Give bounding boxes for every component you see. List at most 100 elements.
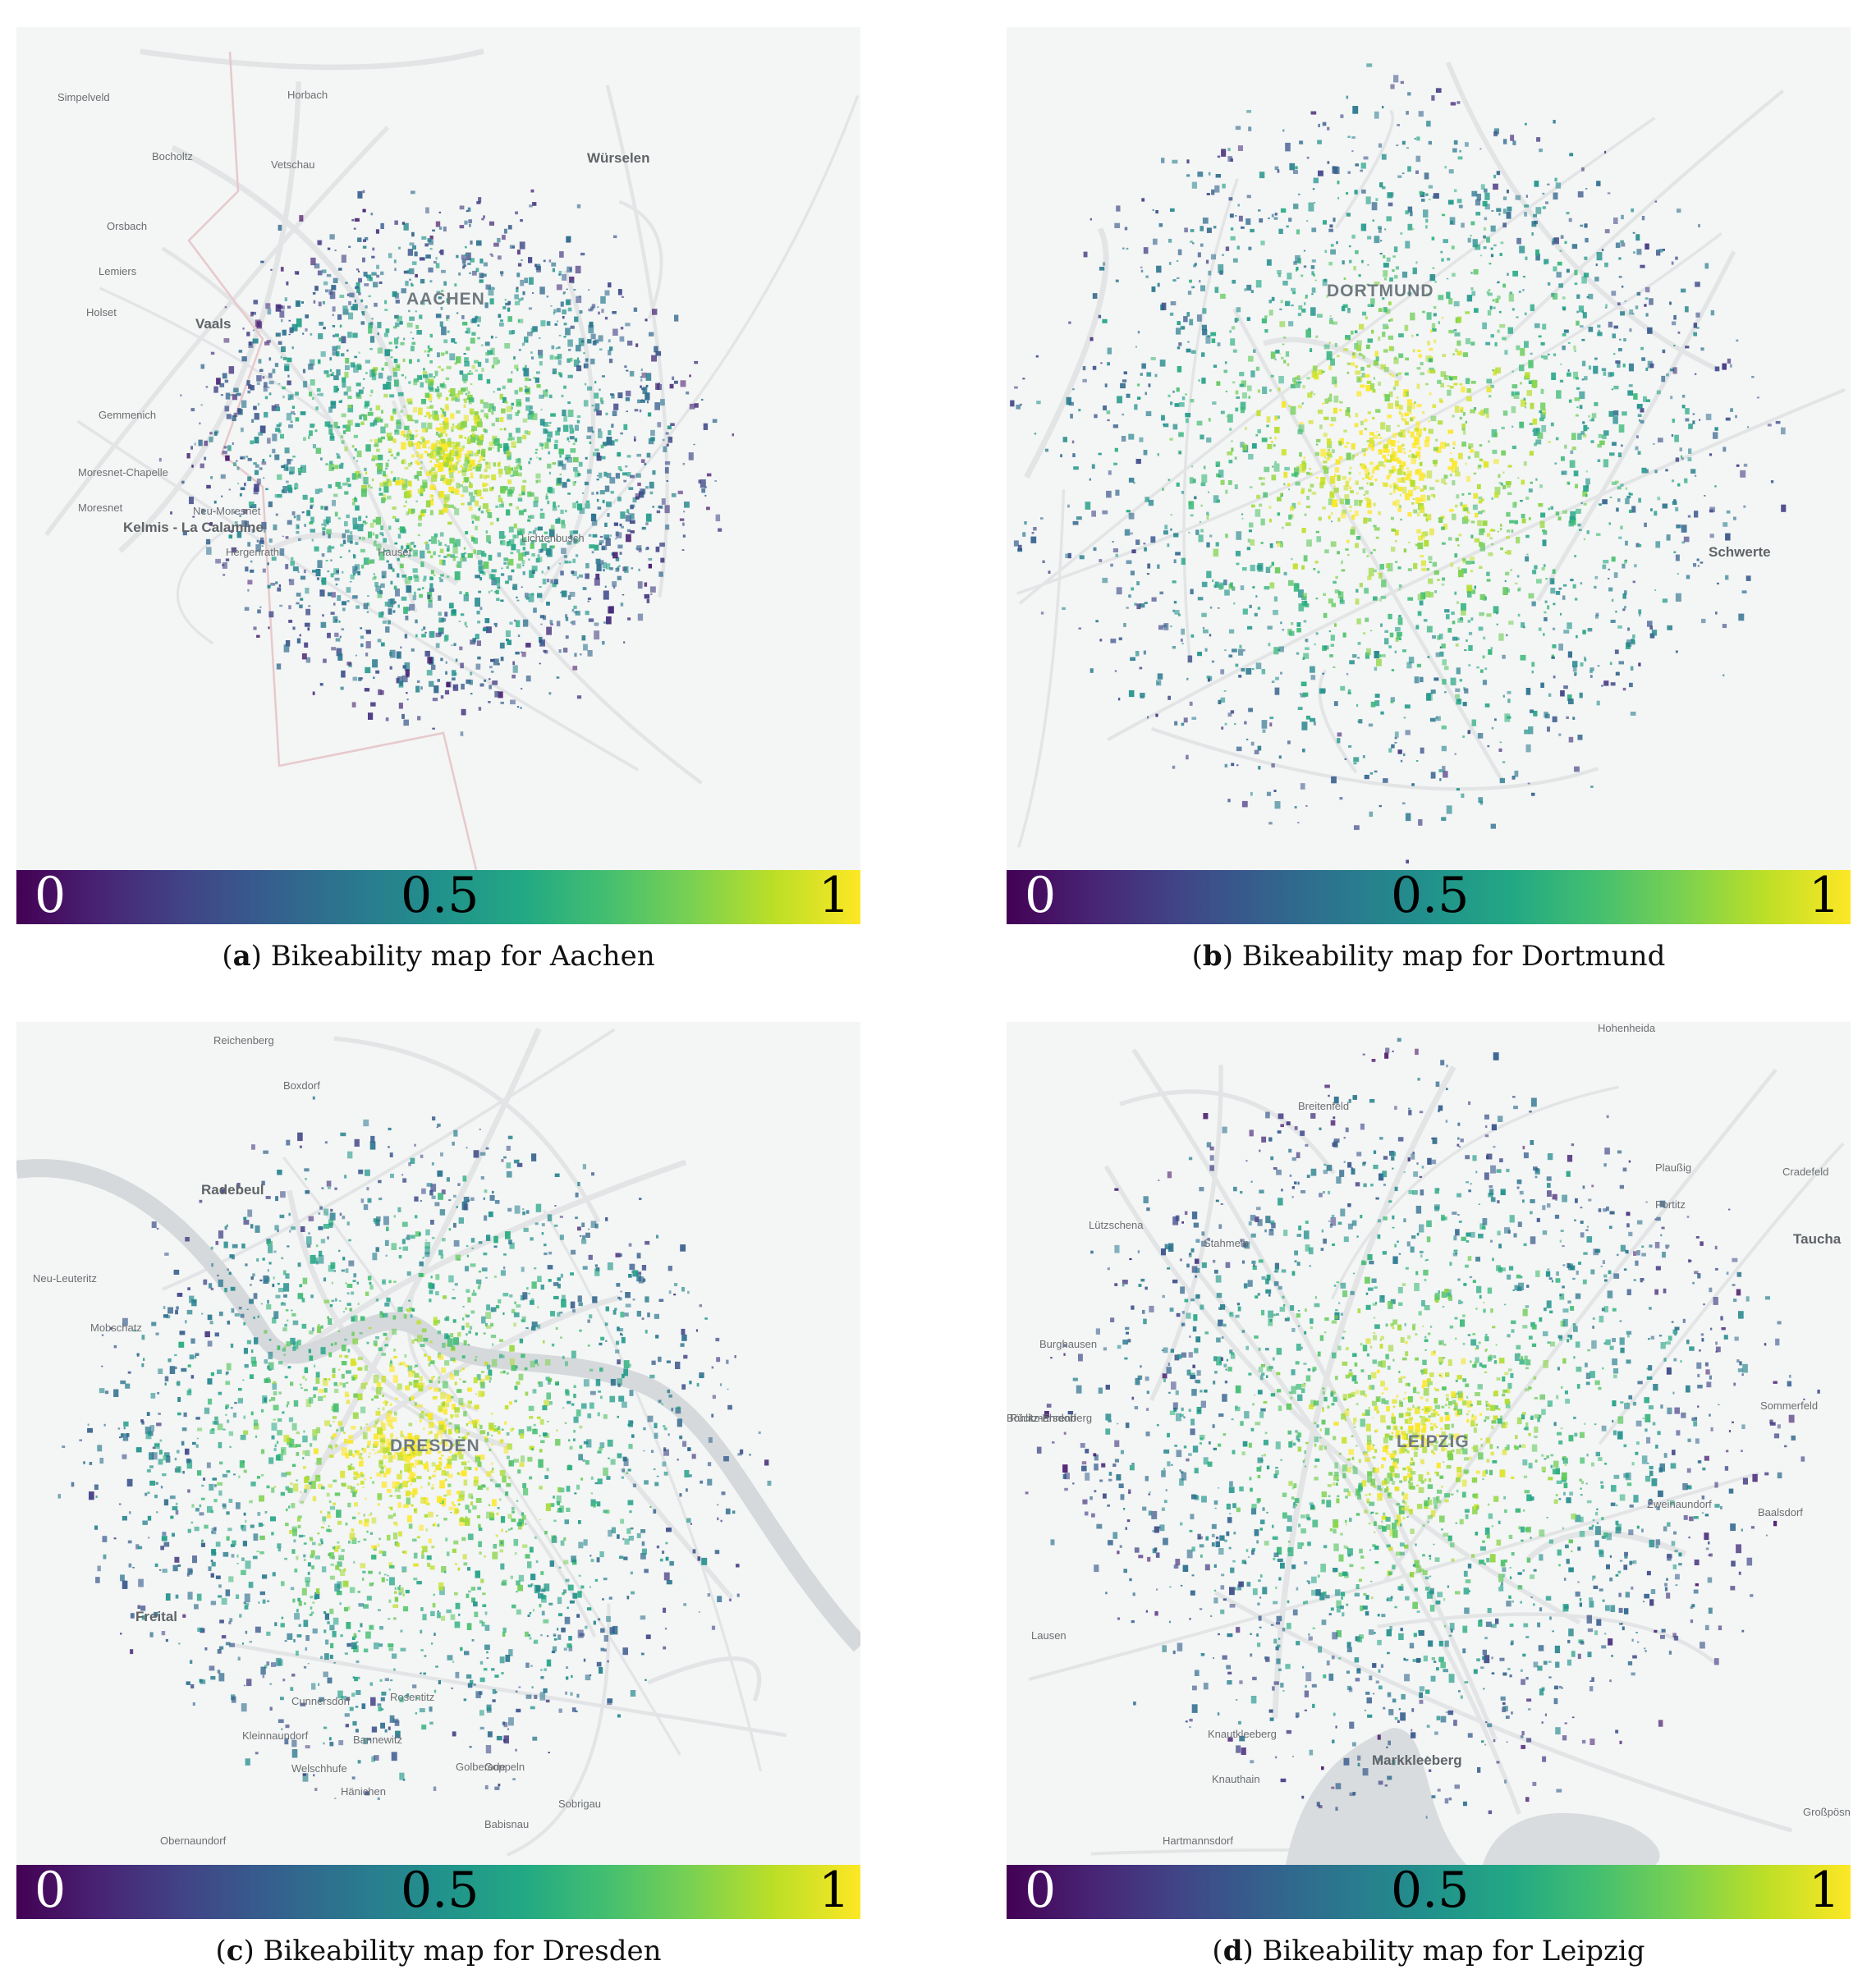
- building-cell: [409, 316, 415, 321]
- building-cell: [344, 491, 349, 495]
- building-cell: [1414, 676, 1420, 684]
- building-cell: [576, 365, 582, 372]
- building-cell: [488, 286, 494, 296]
- building-cell: [1507, 690, 1511, 694]
- building-cell: [1414, 436, 1420, 446]
- building-cell: [1491, 726, 1494, 730]
- building-cell: [553, 502, 556, 506]
- building-cell: [407, 249, 413, 256]
- building-cell: [443, 281, 447, 286]
- building-cell: [415, 619, 418, 624]
- building-cell: [1115, 279, 1119, 282]
- building-cell: [1452, 273, 1456, 277]
- building-cell: [346, 587, 351, 593]
- building-cell: [1574, 671, 1577, 676]
- building-cell: [1514, 391, 1520, 396]
- building-cell: [1231, 587, 1236, 590]
- building-cell: [312, 444, 316, 449]
- building-cell: [1304, 513, 1307, 516]
- building-cell: [461, 373, 468, 382]
- building-cell: [1223, 369, 1227, 373]
- building-cell: [489, 685, 492, 689]
- building-cell: [523, 368, 530, 377]
- building-cell: [1170, 208, 1175, 212]
- building-cell: [1385, 563, 1390, 568]
- building-cell: [1279, 353, 1282, 355]
- building-cell: [1406, 859, 1409, 863]
- building-cell: [1172, 390, 1175, 393]
- building-cell: [495, 589, 499, 594]
- building-cell: [1582, 433, 1587, 437]
- building-cell: [336, 350, 340, 357]
- building-cell: [1040, 517, 1044, 520]
- building-cell: [1620, 483, 1624, 487]
- bikeability-map-dortmund[interactable]: DORTMUND Schwerte: [1007, 27, 1851, 870]
- building-cell: [1389, 632, 1394, 638]
- building-cell: [372, 519, 376, 523]
- building-cell: [263, 477, 265, 479]
- building-cell: [1048, 570, 1051, 574]
- building-cell: [1211, 660, 1215, 663]
- building-cell: [1542, 192, 1545, 195]
- building-cell: [1666, 373, 1669, 377]
- building-cell: [1351, 515, 1356, 520]
- building-cell: [192, 515, 195, 518]
- building-cell: [1250, 791, 1253, 796]
- building-cell: [1382, 654, 1386, 657]
- building-cell: [514, 619, 516, 622]
- building-cell: [1437, 635, 1441, 640]
- building-cell: [383, 549, 388, 552]
- building-cell: [368, 295, 371, 298]
- building-cell: [340, 399, 342, 401]
- building-cell: [435, 263, 440, 268]
- building-cell: [442, 559, 446, 566]
- building-cell: [422, 437, 425, 442]
- building-cell: [1274, 166, 1279, 171]
- building-cell: [1144, 602, 1148, 604]
- building-cell: [1241, 513, 1244, 515]
- building-cell: [1601, 249, 1604, 252]
- building-cell: [441, 450, 445, 454]
- building-cell: [287, 520, 292, 525]
- building-cell: [548, 259, 552, 263]
- building-cell: [489, 441, 494, 447]
- building-cell: [355, 474, 359, 480]
- building-cell: [548, 425, 551, 427]
- building-cell: [487, 350, 493, 355]
- building-cell: [1641, 467, 1647, 474]
- building-cell: [1456, 199, 1462, 204]
- building-cell: [537, 593, 543, 598]
- building-cell: [279, 548, 285, 557]
- building-cell: [567, 479, 571, 482]
- bikeability-map-aachen[interactable]: Simpelveld Bocholtz Würselen Orsbach Lemiers…: [16, 27, 860, 870]
- building-cell: [1317, 410, 1323, 415]
- building-cell: [1418, 535, 1423, 541]
- building-cell: [529, 492, 534, 497]
- building-cell: [409, 446, 411, 447]
- building-cell: [1099, 267, 1105, 271]
- building-cell: [1397, 445, 1403, 453]
- building-cell: [1677, 483, 1681, 487]
- building-cell: [397, 528, 401, 530]
- building-cell: [446, 548, 450, 552]
- building-cell: [1365, 373, 1370, 378]
- building-cell: [427, 350, 431, 353]
- building-cell: [1494, 492, 1499, 498]
- building-cell: [464, 453, 470, 460]
- building-cell: [1271, 474, 1277, 481]
- building-cell: [1358, 719, 1363, 724]
- building-cell: [465, 456, 469, 462]
- building-cell: [1665, 469, 1668, 472]
- building-cell: [1315, 632, 1319, 635]
- building-cell: [588, 618, 594, 622]
- building-cell: [441, 439, 446, 444]
- building-cell: [321, 579, 323, 583]
- building-cell: [626, 529, 631, 533]
- building-cell: [367, 411, 374, 416]
- building-cell: [1531, 792, 1535, 796]
- building-cell: [472, 638, 476, 643]
- building-cell: [347, 483, 351, 488]
- building-cell: [552, 268, 555, 273]
- building-cell: [233, 511, 236, 514]
- building-cell: [402, 665, 406, 669]
